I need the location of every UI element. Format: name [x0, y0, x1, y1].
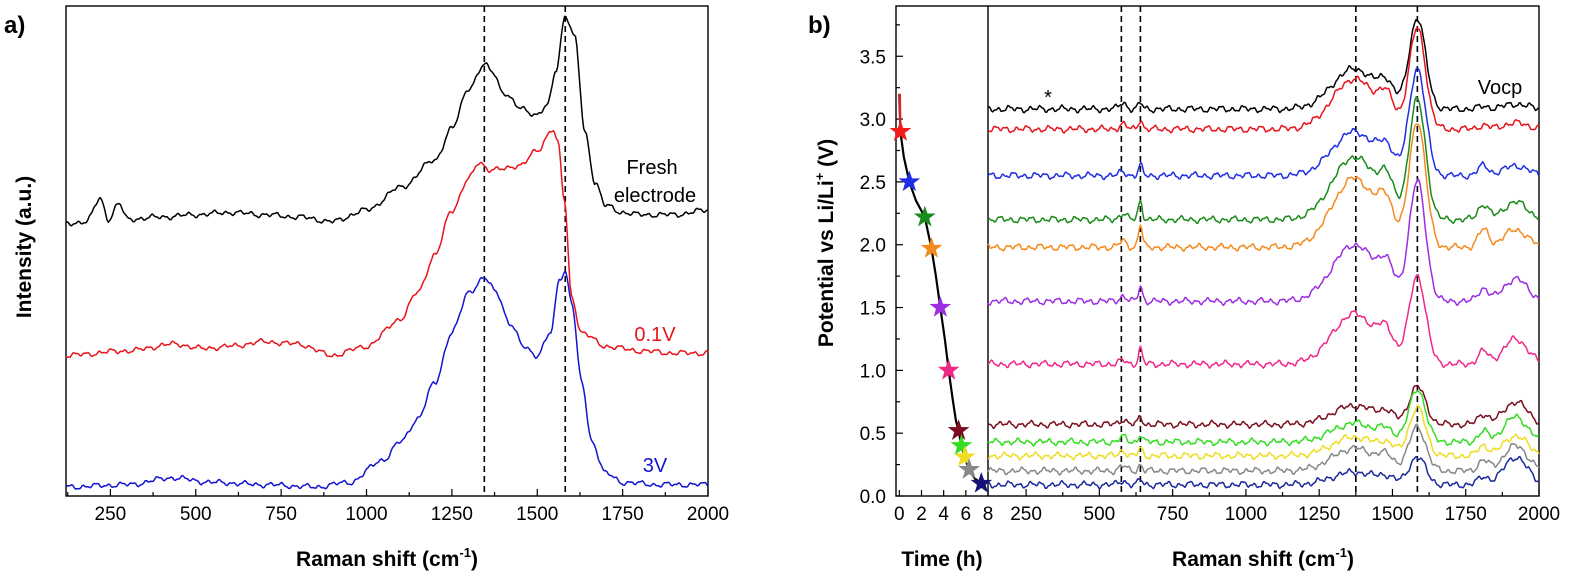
- x-tick-label-b-2000: 2000: [1518, 504, 1560, 525]
- time-tick-label-0: 0: [894, 504, 905, 525]
- y-tick-label-b-0: 0.0: [860, 487, 886, 508]
- annotation-0.1v: 0.1V: [634, 324, 676, 346]
- x-tick-label-a-750: 750: [265, 504, 297, 525]
- potential-marker-11: [970, 471, 993, 493]
- series-a: [65, 15, 709, 490]
- series-b-10: [987, 404, 1540, 461]
- x-tick-label-a-500: 500: [180, 504, 212, 525]
- x-tick-label-a-1500: 1500: [516, 504, 558, 525]
- series-b-11: [987, 423, 1540, 476]
- x-tick-label-a-2000: 2000: [687, 504, 729, 525]
- series-b-1: [987, 18, 1539, 114]
- y-ticks-b: 0.0 0.5 1.0 1.5 2.0 2.5 3.0 3.5: [860, 24, 903, 508]
- x-tick-label-b-1000: 1000: [1225, 504, 1267, 525]
- time-tick-label-2: 2: [916, 504, 927, 525]
- y-tick-label-b-1: 1.0: [860, 361, 886, 382]
- potential-marker-3: [913, 205, 936, 227]
- time-tick-label-6: 6: [961, 504, 972, 525]
- panel-label-b: b): [808, 12, 831, 39]
- series-b-12: [987, 455, 1540, 490]
- annotation-3v: 3V: [643, 455, 668, 477]
- series-b-6: [987, 178, 1540, 307]
- series-a-0-1v: [65, 130, 709, 359]
- plot-frame-a: [65, 5, 709, 497]
- y-tick-label-b-3: 3.0: [860, 110, 886, 131]
- series-b-8: [987, 384, 1540, 430]
- series-a-fresh-electrode: [65, 15, 709, 227]
- x-tick-label-b-500: 500: [1084, 504, 1116, 525]
- x-tick-label-b-250: 250: [1010, 504, 1042, 525]
- x-tick-label-a-1250: 1250: [431, 504, 473, 525]
- annotation-asterisk: *: [1044, 87, 1052, 109]
- potential-marker-1: [889, 120, 912, 141]
- x-axis-title-a: Raman shift (cm-1): [296, 545, 478, 571]
- potential-marker-10: [958, 458, 980, 479]
- potential-marker-9: [953, 445, 976, 467]
- annotation-vocp: Vocp: [1478, 77, 1522, 99]
- y-tick-label-b-3.5: 3.5: [860, 47, 886, 68]
- x-tick-label-a-1750: 1750: [601, 504, 643, 525]
- x-axis-title-raman-b: Raman shift (cm-1): [1172, 545, 1354, 571]
- y-tick-label-b-2: 2.0: [860, 236, 886, 257]
- dashed-lines-a: [483, 6, 567, 496]
- panel-a: a) 250 500 750 1000 1250 1500 1750 2000 Raman s…: [4, 5, 729, 571]
- series-b-9: [987, 390, 1540, 447]
- series-b-3: [987, 67, 1540, 181]
- annotation-fresh: Fresh: [626, 157, 677, 179]
- series-b-2: [987, 27, 1540, 134]
- x-axis-title-time: Time (h): [901, 548, 982, 571]
- y-tick-label-b-1.5: 1.5: [860, 299, 886, 320]
- x-tick-label-b-750: 750: [1157, 504, 1189, 525]
- y-tick-label-b-2.5: 2.5: [860, 173, 886, 194]
- x-tick-label-a-250: 250: [95, 504, 127, 525]
- potential-markers: [889, 120, 993, 493]
- y-axis-title-b: Potential vs Li/Li+ (V): [812, 139, 838, 347]
- x-ticks-a: 250 500 750 1000 1250 1500 1750 2000: [67, 489, 729, 525]
- potential-curve: [898, 93, 982, 485]
- series-b-5: [987, 123, 1540, 253]
- series-b: [987, 18, 1540, 490]
- series-b-7: [987, 273, 1540, 369]
- x-tick-label-b-1250: 1250: [1298, 504, 1340, 525]
- y-axis-title-a: Intensity (a.u.): [13, 176, 36, 318]
- potential-marker-4: [920, 237, 943, 258]
- x-tick-label-b-1500: 1500: [1371, 504, 1413, 525]
- plot-frame-b: [895, 5, 1540, 497]
- dashed-lines-b: [1120, 6, 1419, 496]
- series-b-4: [987, 96, 1540, 225]
- potential-marker-5: [929, 296, 952, 317]
- potential-marker-6: [937, 358, 960, 380]
- x-ticks-raman-b: 250 500 750 1000 1250 1500 1750 2000: [1010, 489, 1560, 525]
- panel-label-a: a): [4, 12, 25, 39]
- x-tick-label-b-1750: 1750: [1445, 504, 1487, 525]
- potential-marker-7: [947, 419, 970, 440]
- time-tick-label-8: 8: [983, 504, 994, 525]
- potential-line: [898, 93, 982, 485]
- y-tick-label-b-0.5: 0.5: [860, 424, 886, 445]
- potential-marker-8: [950, 434, 973, 455]
- time-tick-label-4: 4: [938, 504, 949, 525]
- series-a-3v: [65, 270, 709, 490]
- x-tick-label-a-1000: 1000: [345, 504, 387, 525]
- annotation-electrode: electrode: [614, 185, 696, 207]
- potential-marker-2: [898, 170, 921, 192]
